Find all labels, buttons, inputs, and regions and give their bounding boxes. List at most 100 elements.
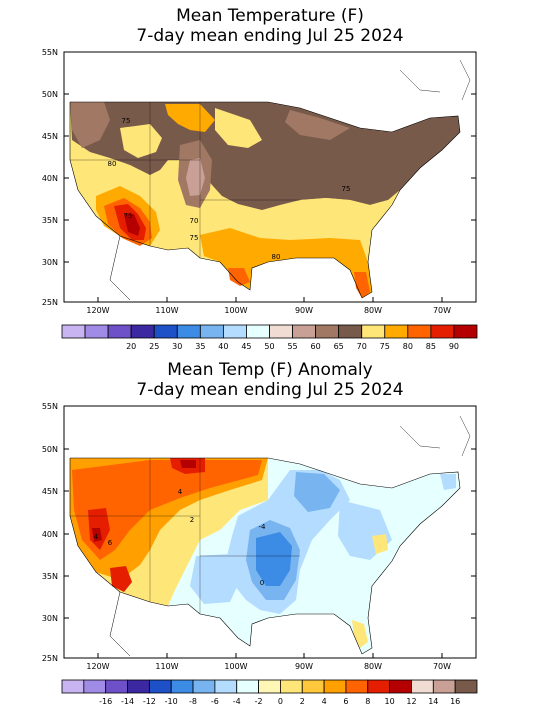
bottom-legend-label: -10 [165, 697, 178, 706]
bottom-legend-swatch [170, 679, 194, 694]
top-legend-label: 55 [287, 342, 297, 351]
top-legend-label: 60 [311, 342, 321, 351]
bottom-lat-45n: 45N [42, 487, 58, 496]
top-legend-label: 30 [172, 342, 182, 351]
top-legend-label: 75 [380, 342, 390, 351]
bottom-contour-label: 4 [94, 533, 99, 541]
top-lat-50n: 50N [42, 90, 58, 99]
bottom-legend-swatch [236, 679, 259, 694]
top-lon-90w: 90W [295, 306, 313, 315]
top-contour-labels: 75 80 70 75 75 80 75 [108, 117, 351, 261]
bottom-lon-90w: 90W [295, 662, 313, 671]
top-legend-swatch [246, 324, 270, 339]
bottom-legend-label: -8 [189, 697, 197, 706]
bottom-lon-80w: 80W [364, 662, 382, 671]
top-legend-label: 45 [241, 342, 251, 351]
bottom-legend-label: 8 [365, 697, 370, 706]
bottom-lat-labels: 55N 50N 45N 40N 35N 30N 25N [42, 402, 58, 663]
top-legend-swatch [176, 324, 201, 339]
top-lon-110w: 110W [155, 306, 178, 315]
bottom-legend-swatch [323, 679, 347, 694]
top-contour-label: 80 [272, 253, 281, 261]
bottom-contour-label: 6 [108, 539, 113, 547]
top-lon-120w: 120W [86, 306, 109, 315]
top-legend-swatch [315, 324, 340, 339]
top-lat-30n: 30N [42, 258, 58, 267]
top-lon-70w: 70W [433, 306, 451, 315]
top-contour-label: 75 [342, 185, 351, 193]
bottom-legend-swatch [61, 679, 85, 694]
bottom-lon-110w: 110W [155, 662, 178, 671]
bottom-legend-label: 10 [385, 697, 395, 706]
bottom-contour-label: 0 [260, 579, 264, 587]
bottom-legend-label: 12 [406, 697, 416, 706]
top-contour-label: 75 [122, 117, 131, 125]
top-temperature-field [70, 102, 460, 298]
bottom-lat-55n: 55N [42, 402, 58, 411]
bottom-lat-40n: 40N [42, 530, 58, 539]
top-lon-labels: 120W 110W 100W 90W 80W 70W [86, 306, 451, 315]
top-legend-label: 20 [126, 342, 136, 351]
bottom-lon-70w: 70W [433, 662, 451, 671]
bottom-legend-label: -2 [255, 697, 263, 706]
top-legend-swatch [407, 324, 432, 339]
top-lat-25n: 25N [42, 298, 58, 307]
bottom-legend-label: -14 [121, 697, 134, 706]
bottom-legend-swatch [301, 679, 325, 694]
top-title-line2: 7-day mean ending Jul 25 2024 [136, 26, 404, 46]
top-legend-label: 50 [264, 342, 274, 351]
bottom-title-line1: Mean Temp (F) Anomaly [167, 360, 373, 380]
bottom-lon-labels: 120W 110W 100W 90W 80W 70W [86, 662, 451, 671]
bottom-map-borders [69, 415, 471, 657]
bottom-lat-50n: 50N [42, 445, 58, 454]
bottom-legend-label: -6 [211, 697, 219, 706]
bottom-contour-label: -4 [259, 523, 267, 531]
bottom-legend-swatch [214, 679, 238, 694]
bottom-lat-ticks [64, 448, 476, 658]
top-legend: 20 25 30 35 40 45 50 55 60 65 70 75 80 85 90 [61, 324, 478, 351]
top-contour-label: 75 [124, 212, 133, 220]
top-legend-label: 65 [334, 342, 344, 351]
top-lat-40n: 40N [42, 174, 58, 183]
top-legend-swatch [130, 324, 155, 339]
bottom-legend-label: 6 [343, 697, 348, 706]
top-lat-55n: 55N [42, 48, 58, 57]
bottom-lat-35n: 35N [42, 572, 58, 581]
bottom-legend-swatch [367, 679, 391, 694]
top-legend-swatch [430, 324, 455, 339]
bottom-legend-label: 4 [322, 697, 327, 706]
bottom-legend-swatch [127, 679, 150, 694]
top-legend-swatch [107, 324, 132, 339]
top-legend-swatch [269, 324, 293, 339]
bottom-legend: -16 -14 -12 -10 -8 -6 -4 -2 0 2 4 6 8 10 12 14 16 [61, 679, 478, 706]
bottom-legend-label: -16 [99, 697, 112, 706]
top-map-borders [69, 59, 471, 301]
top-legend-label: 70 [357, 342, 367, 351]
top-lat-ticks [64, 93, 476, 302]
bottom-legend-label: 16 [450, 697, 460, 706]
bottom-lon-120w: 120W [86, 662, 109, 671]
top-legend-swatch [338, 324, 363, 339]
bottom-legend-swatch [258, 679, 281, 694]
top-lat-labels: 55N 50N 45N 40N 35N 30N 25N [42, 48, 58, 307]
bottom-legend-swatch [432, 679, 456, 694]
bottom-lat-30n: 30N [42, 614, 58, 623]
bottom-title-line2: 7-day mean ending Jul 25 2024 [136, 380, 404, 400]
bottom-legend-label: -4 [233, 697, 241, 706]
top-legend-label: 85 [426, 342, 436, 351]
bottom-contour-label: 2 [190, 516, 194, 524]
top-map-panel: 55N 50N 45N 40N 35N 30N 25N 120W 110W 10… [42, 48, 478, 351]
top-legend-label: 90 [449, 342, 459, 351]
top-legend-label: 80 [403, 342, 413, 351]
top-contour-label: 80 [108, 160, 117, 168]
bottom-legend-label: -12 [143, 697, 156, 706]
bottom-legend-swatch [280, 679, 303, 694]
top-lon-80w: 80W [364, 306, 382, 315]
top-legend-swatch [384, 324, 409, 339]
top-lat-35n: 35N [42, 216, 58, 225]
bottom-contour-label: 4 [178, 488, 183, 496]
bottom-legend-swatch [192, 679, 216, 694]
top-legend-swatch [292, 324, 317, 339]
top-legend-swatch [199, 324, 224, 339]
bottom-lon-100w: 100W [224, 662, 247, 671]
